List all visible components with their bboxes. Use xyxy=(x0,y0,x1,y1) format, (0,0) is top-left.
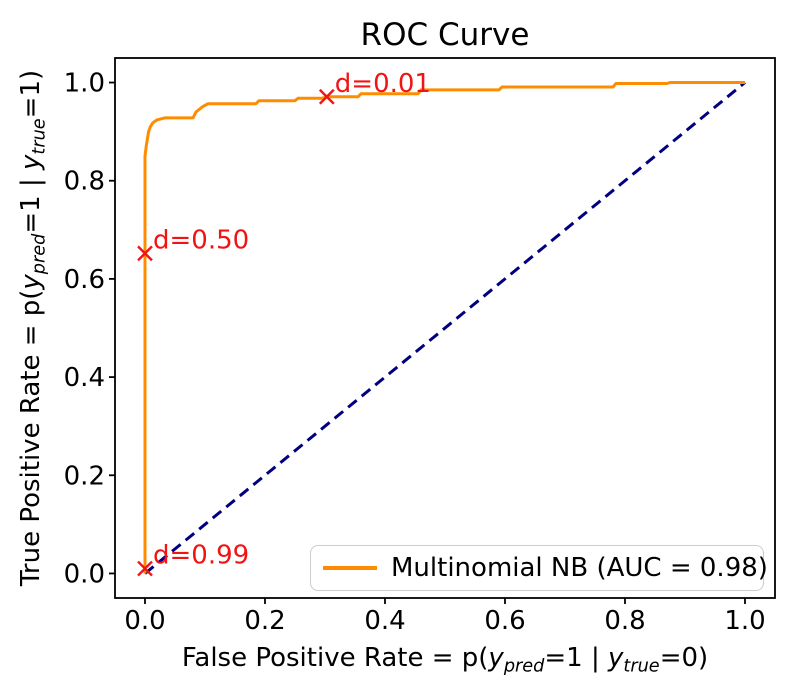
axis-label-part: true xyxy=(623,656,660,677)
threshold-annotation: d=0.99 xyxy=(153,541,249,571)
axis-label-part: False Positive Rate = p( xyxy=(181,643,489,673)
threshold-annotation: d=0.01 xyxy=(335,69,431,99)
y-tick-label: 0.4 xyxy=(64,363,105,393)
x-tick-label: 0.2 xyxy=(244,606,285,636)
axis-label-part: y xyxy=(608,643,624,673)
y-tick-label: 0.0 xyxy=(64,559,105,589)
threshold-marker xyxy=(137,560,153,577)
axis-label-part: pred xyxy=(503,656,545,677)
roc-curve xyxy=(143,81,745,574)
threshold-marker xyxy=(318,88,335,105)
threshold-annotation: d=0.50 xyxy=(153,225,249,255)
axis-label-part: True Positive Rate = p( xyxy=(16,289,46,587)
threshold-marker xyxy=(137,245,153,262)
legend-label: Multinomial NB (AUC = 0.98) xyxy=(391,553,768,583)
chance-line xyxy=(144,81,746,575)
x-tick-label: 0.4 xyxy=(364,606,405,636)
x-tick-label: 0.0 xyxy=(124,606,165,636)
axis-label-part: =0) xyxy=(659,643,709,673)
x-tick-label: 1.0 xyxy=(724,606,765,636)
axis-label-part: y xyxy=(16,154,46,170)
axis-label-part: y xyxy=(488,643,504,673)
x-tick-label: 0.6 xyxy=(484,606,525,636)
axis-label-part: true xyxy=(29,118,50,155)
legend: Multinomial NB (AUC = 0.98) xyxy=(310,545,768,591)
chart-title: ROC Curve xyxy=(360,17,530,53)
axes-frame xyxy=(114,57,776,599)
y-axis-label: True Positive Rate = p(ypred=1 | ytrue=1… xyxy=(14,0,50,658)
x-axis-label: False Positive Rate = p(ypred=1 | ytrue=… xyxy=(115,641,775,684)
axis-label-part: y xyxy=(16,274,46,290)
y-tick-label: 0.2 xyxy=(64,461,105,491)
axis-label-part: =1) xyxy=(16,69,46,119)
y-tick-label: 1.0 xyxy=(64,69,105,99)
y-tick-label: 0.8 xyxy=(64,167,105,197)
axis-label-part: =1 | xyxy=(544,643,609,673)
axis-label-part: pred xyxy=(29,233,50,275)
legend-line-sample xyxy=(323,566,377,570)
axis-label-part: =1 | xyxy=(16,170,46,234)
x-tick-label: 0.8 xyxy=(604,606,645,636)
y-tick-label: 0.6 xyxy=(64,265,105,295)
